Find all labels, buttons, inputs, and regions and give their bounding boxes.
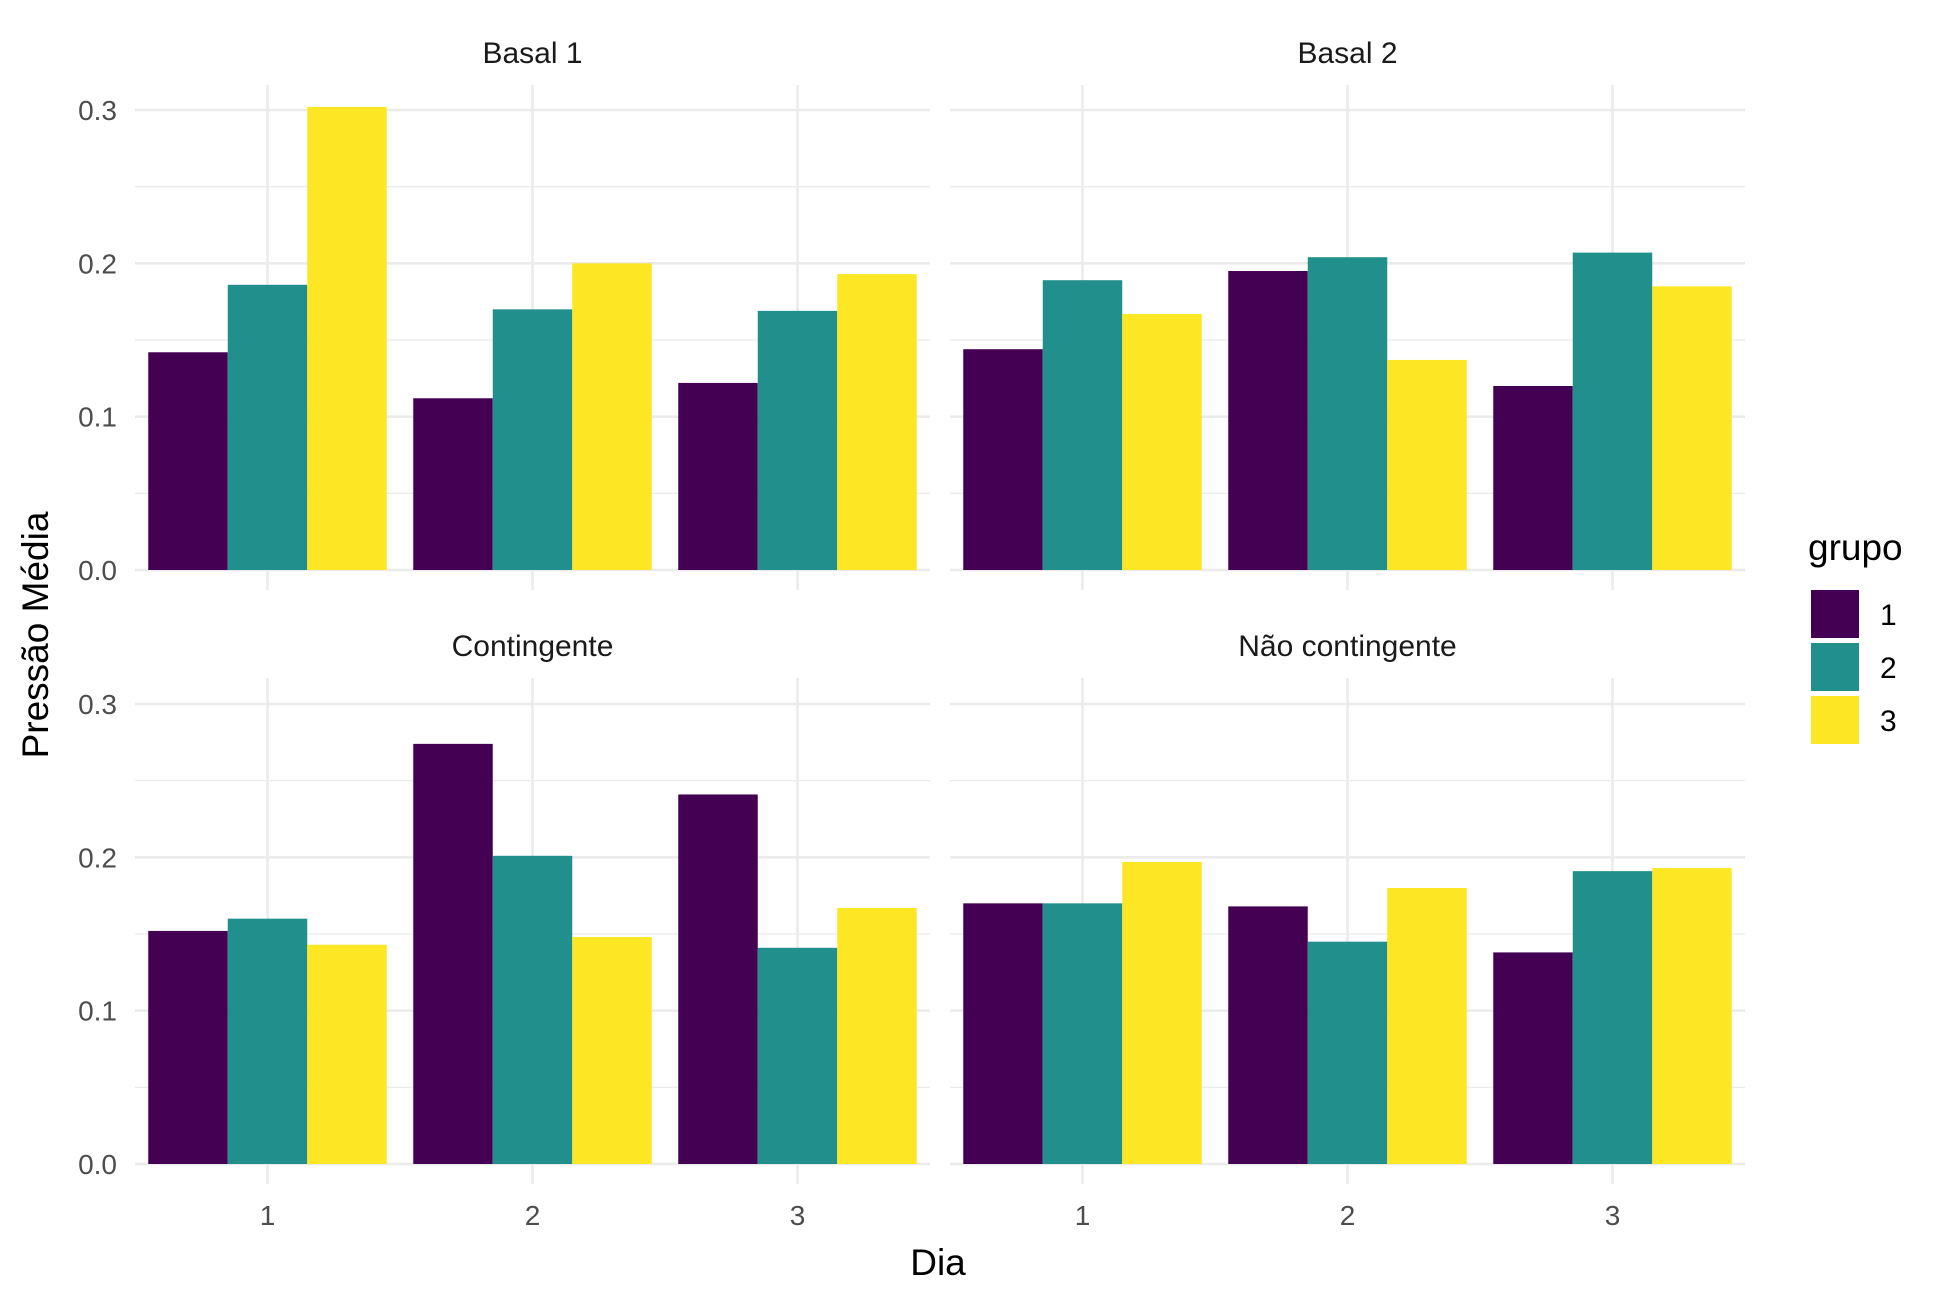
y-tick-label: 0.0 <box>78 555 117 586</box>
panel-title: Não contingente <box>1238 630 1457 663</box>
x-axis-title: Dia <box>910 1242 966 1283</box>
y-tick-label: 0.2 <box>78 248 117 279</box>
panel-title: Contingente <box>452 630 614 663</box>
x-tick-label: 1 <box>1075 1200 1091 1231</box>
bar-basal-1-dia1-grupo2 <box>227 284 308 570</box>
bar-basal-2-dia2-grupo2 <box>1307 257 1388 570</box>
legend-label-2: 2 <box>1880 652 1897 685</box>
y-tick-label: 0.1 <box>78 402 117 433</box>
bar-não-contingente-dia2-grupo3 <box>1387 888 1467 1164</box>
bar-contingente-dia1-grupo3 <box>307 944 387 1164</box>
bar-não-contingente-dia1-grupo3 <box>1122 861 1202 1164</box>
y-tick-label: 0.3 <box>78 95 117 126</box>
bar-contingente-dia3-grupo2 <box>757 947 838 1164</box>
panel-3: Contingente 0.0 0.1 0.2 0.3 1 2 3 <box>78 630 930 1231</box>
bar-basal-1-dia3-grupo3 <box>837 274 917 570</box>
legend-keys: 1 2 3 <box>1811 590 1897 744</box>
x-tick-label: 2 <box>525 1200 541 1231</box>
bar-basal-2-dia1-grupo1 <box>963 349 1043 570</box>
panel-4: Não contingente 1 2 3 <box>950 630 1745 1231</box>
bar-contingente-dia2-grupo2 <box>492 855 573 1164</box>
bar-contingente-dia2-grupo1 <box>413 743 493 1164</box>
y-tick-label: 0.3 <box>78 689 117 720</box>
bar-basal-1-dia3-grupo2 <box>757 310 838 570</box>
bar-contingente-dia1-grupo2 <box>227 918 308 1164</box>
legend-title: grupo <box>1808 527 1903 568</box>
bar-não-contingente-dia2-grupo1 <box>1228 906 1308 1164</box>
panels-layer: Basal 1 0.0 0.1 0.2 0.3 Basal 2 Contingente 0.0… <box>78 37 1745 1231</box>
panel-2: Basal 2 <box>950 37 1745 590</box>
legend-swatch-1 <box>1811 590 1859 638</box>
bar-basal-1-dia1-grupo3 <box>307 106 387 570</box>
legend-swatch-2 <box>1811 643 1859 691</box>
bar-basal-2-dia2-grupo1 <box>1228 271 1308 570</box>
y-tick-label: 0.1 <box>78 996 117 1027</box>
bar-contingente-dia3-grupo3 <box>837 907 917 1164</box>
bar-basal-2-dia1-grupo3 <box>1122 313 1202 570</box>
y-axis-title: Pressão Média <box>15 511 56 758</box>
bar-não-contingente-dia1-grupo1 <box>963 903 1043 1164</box>
y-tick-label: 0.2 <box>78 842 117 873</box>
legend-swatch-3 <box>1811 696 1859 744</box>
bar-contingente-dia3-grupo1 <box>678 794 758 1164</box>
bar-contingente-dia2-grupo3 <box>572 937 652 1164</box>
x-tick-label: 2 <box>1340 1200 1356 1231</box>
legend-label-3: 3 <box>1880 705 1897 738</box>
bar-basal-1-dia1-grupo1 <box>148 352 228 570</box>
bar-não-contingente-dia2-grupo2 <box>1307 941 1388 1164</box>
panel-title: Basal 2 <box>1297 37 1397 70</box>
bar-basal-2-dia1-grupo2 <box>1042 280 1123 570</box>
bar-basal-1-dia2-grupo3 <box>572 263 652 570</box>
bar-não-contingente-dia3-grupo3 <box>1652 868 1732 1164</box>
x-tick-label: 1 <box>260 1200 276 1231</box>
legend: grupo 1 2 3 <box>1808 527 1903 744</box>
x-tick-label: 3 <box>790 1200 806 1231</box>
bar-não-contingente-dia3-grupo1 <box>1493 952 1573 1164</box>
bar-não-contingente-dia3-grupo2 <box>1572 871 1653 1164</box>
bar-não-contingente-dia1-grupo2 <box>1042 903 1123 1164</box>
x-tick-label: 3 <box>1605 1200 1621 1231</box>
bar-basal-2-dia2-grupo3 <box>1387 359 1467 570</box>
panel-title: Basal 1 <box>482 37 582 70</box>
bar-basal-1-dia2-grupo2 <box>492 309 573 570</box>
bar-contingente-dia1-grupo1 <box>148 930 228 1164</box>
y-tick-label: 0.0 <box>78 1149 117 1180</box>
bar-basal-2-dia3-grupo3 <box>1652 286 1732 570</box>
bar-basal-1-dia3-grupo1 <box>678 382 758 570</box>
panel-1: Basal 1 0.0 0.1 0.2 0.3 <box>78 37 930 590</box>
bar-basal-1-dia2-grupo1 <box>413 398 493 570</box>
legend-label-1: 1 <box>1880 599 1897 632</box>
bar-basal-2-dia3-grupo2 <box>1572 252 1653 570</box>
bar-basal-2-dia3-grupo1 <box>1493 386 1573 570</box>
